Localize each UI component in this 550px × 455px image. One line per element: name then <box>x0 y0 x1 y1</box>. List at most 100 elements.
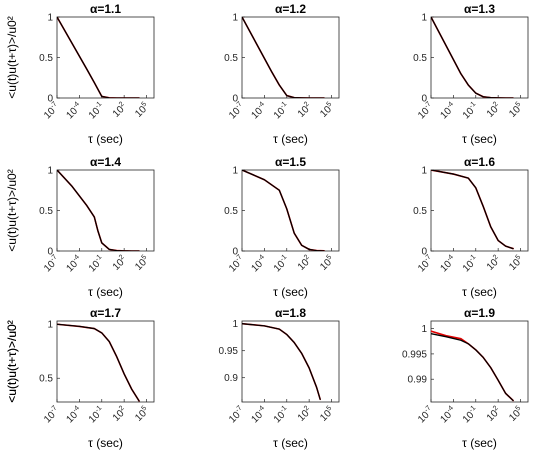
x-axis-label: τ (sec) <box>88 436 123 450</box>
x-tick-label: 102 <box>484 101 503 120</box>
series-line-2 <box>242 170 325 251</box>
series-line-1 <box>57 17 140 98</box>
series-line-1 <box>431 330 514 402</box>
x-tick-label: 102 <box>110 101 129 120</box>
x-axis-label: τ (sec) <box>88 132 123 146</box>
x-axis-label: τ (sec) <box>273 285 308 299</box>
y-tick-label: 1 <box>421 13 427 24</box>
x-axis-label: τ (sec) <box>462 436 497 450</box>
y-tick-label: 0.5 <box>39 206 53 217</box>
series-line-2 <box>431 17 514 98</box>
series-line-1 <box>242 322 321 401</box>
x-tick-label: 105 <box>133 254 152 273</box>
y-tick-label: 1 <box>47 13 53 24</box>
x-axis-label: τ (sec) <box>273 436 308 450</box>
y-tick-label: 1 <box>47 166 53 177</box>
y-axis-label: <u(t)u(t+τ)>/u0² <box>5 320 19 402</box>
y-axis-label: <u(t)u(t+τ)>/u0² <box>5 320 19 402</box>
x-tick-label: 105 <box>318 101 337 120</box>
y-axis-label: <u(t)u(t+τ)>/u0² <box>5 16 19 98</box>
series-line-2 <box>242 323 321 400</box>
panel-title: α=1.7 <box>90 306 121 320</box>
x-tick-label: 105 <box>133 101 152 120</box>
axes-frame <box>56 320 155 403</box>
y-tick-label: 0 <box>232 247 238 258</box>
y-tick-label: 0 <box>421 94 427 105</box>
y-tick-label: 0.5 <box>39 374 53 385</box>
series-line-2 <box>57 17 140 98</box>
y-tick-label: 0 <box>421 247 427 258</box>
x-tick-label: 105 <box>507 101 526 120</box>
x-tick-label: 102 <box>295 405 314 424</box>
y-tick-label: 1 <box>47 320 53 331</box>
x-tick-label: 10-1 <box>460 101 481 122</box>
panel-title: α=1.1 <box>90 2 121 16</box>
y-tick-label: 0.5 <box>413 53 427 64</box>
panel-title: α=1.4 <box>90 155 121 169</box>
series-line-1 <box>242 17 325 98</box>
x-tick-label: 10-4 <box>438 254 459 275</box>
series-line-2 <box>57 170 140 251</box>
panel-2: 0 0.5 1 10-710-410-1 102 105 α=1.2 τ (sec) <box>224 2 340 146</box>
x-tick-label: 102 <box>484 405 503 424</box>
series-line-1 <box>431 170 514 250</box>
panel-title: α=1.9 <box>464 306 495 320</box>
axes-frame <box>56 169 155 252</box>
x-tick-label: 10-1 <box>86 254 107 275</box>
x-tick-label: 10-7 <box>41 254 62 275</box>
x-tick-label: 10-4 <box>438 405 459 426</box>
x-tick-label: 102 <box>295 254 314 273</box>
y-tick-label: 0.9 <box>224 373 238 384</box>
y-tick-label: 0 <box>232 94 238 105</box>
axes-frame <box>430 320 529 403</box>
y-tick-label: 0.5 <box>413 206 427 217</box>
x-tick-label: 10-4 <box>249 405 270 426</box>
series-line-2 <box>431 333 514 402</box>
series-line-2 <box>242 17 325 98</box>
y-tick-label: 0.95 <box>219 346 239 357</box>
x-tick-label: 10-7 <box>226 254 247 275</box>
x-axis-label: τ (sec) <box>462 132 497 146</box>
y-tick-label: 0.5 <box>224 53 238 64</box>
x-tick-label: 10-1 <box>86 101 107 122</box>
x-tick-label: 102 <box>484 254 503 273</box>
x-tick-label: 10-4 <box>64 254 85 275</box>
x-tick-label: 10-4 <box>64 405 85 426</box>
x-tick-label: 10-7 <box>226 101 247 122</box>
axes-frame <box>241 320 340 403</box>
axes-frame <box>430 169 529 252</box>
series-line-1 <box>242 170 325 251</box>
panel-title: α=1.2 <box>275 2 306 16</box>
x-tick-label: 10-7 <box>415 101 436 122</box>
panel-1: 0 0.5 1 10-710-410-1 102 105 α=1.1 τ (sec) <u(t)… <box>5 2 155 146</box>
x-tick-label: 105 <box>318 405 337 424</box>
x-tick-label: 10-1 <box>271 254 292 275</box>
x-tick-label: 102 <box>110 254 129 273</box>
x-tick-label: 102 <box>110 405 129 424</box>
y-tick-label: 0.99 <box>408 375 428 386</box>
x-tick-label: 10-4 <box>438 101 459 122</box>
panel-title: α=1.3 <box>464 2 495 16</box>
series-line-1 <box>431 17 514 98</box>
x-axis-label: τ (sec) <box>273 132 308 146</box>
x-tick-label: 105 <box>318 254 337 273</box>
y-tick-label: 1 <box>232 13 238 24</box>
y-tick-label: 1 <box>232 319 238 330</box>
x-tick-label: 10-1 <box>460 405 481 426</box>
panel-title: α=1.5 <box>275 155 306 169</box>
x-tick-label: 10-7 <box>415 254 436 275</box>
axes-frame <box>241 169 340 252</box>
series-line-2 <box>431 170 514 250</box>
x-tick-label: 10-1 <box>271 101 292 122</box>
x-tick-label: 10-7 <box>41 405 62 426</box>
y-tick-label: 0.5 <box>39 53 53 64</box>
x-tick-label: 102 <box>295 101 314 120</box>
x-tick-label: 10-4 <box>64 101 85 122</box>
x-tick-label: 10-7 <box>415 405 436 426</box>
panel-5: 0 0.5 1 10-710-410-1 102 105 α=1.5 τ (sec) <box>224 155 340 299</box>
panel-title: α=1.8 <box>275 306 306 320</box>
x-tick-label: 10-1 <box>271 405 292 426</box>
x-tick-label: 10-4 <box>249 254 270 275</box>
axes-frame <box>56 16 155 99</box>
